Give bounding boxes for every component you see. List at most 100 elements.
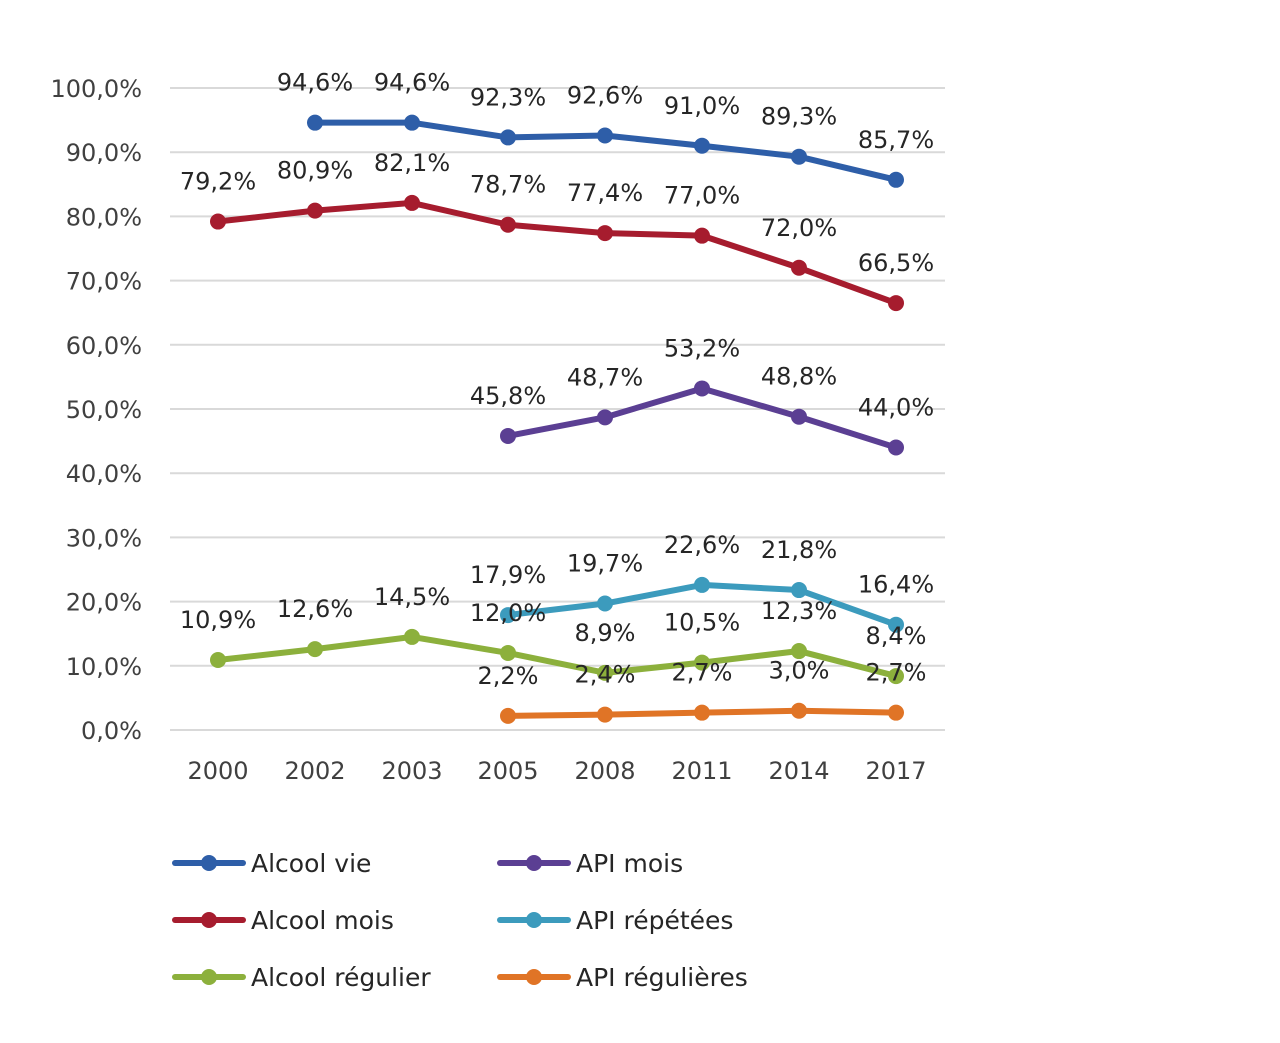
y-tick-label: 90,0% bbox=[66, 139, 142, 167]
data-label: 72,0% bbox=[761, 214, 837, 242]
legend-marker bbox=[201, 969, 217, 985]
data-label: 3,0% bbox=[769, 657, 830, 685]
data-label: 79,2% bbox=[180, 168, 256, 196]
data-point bbox=[500, 129, 516, 146]
series-4 bbox=[500, 576, 904, 633]
y-tick-label: 60,0% bbox=[66, 332, 142, 360]
data-label: 53,2% bbox=[664, 334, 740, 362]
data-point bbox=[888, 295, 904, 312]
y-tick-label: 70,0% bbox=[66, 268, 142, 296]
legend-item: API régulières bbox=[497, 963, 748, 992]
data-label: 2,7% bbox=[672, 659, 733, 687]
legend-label: Alcool vie bbox=[251, 849, 371, 878]
data-point bbox=[888, 704, 904, 721]
data-label: 77,4% bbox=[567, 179, 643, 207]
data-label: 78,7% bbox=[470, 171, 546, 199]
data-label: 45,8% bbox=[470, 382, 546, 410]
data-point bbox=[500, 644, 516, 661]
data-label: 91,0% bbox=[664, 92, 740, 120]
y-tick-label: 0,0% bbox=[81, 717, 142, 745]
y-tick-label: 100,0% bbox=[50, 75, 142, 103]
x-tick-label: 2008 bbox=[574, 757, 635, 785]
legend-item: API répétées bbox=[497, 906, 733, 935]
data-label: 10,9% bbox=[180, 606, 256, 634]
x-tick-label: 2011 bbox=[671, 757, 732, 785]
data-label: 8,4% bbox=[866, 622, 927, 650]
data-label: 19,7% bbox=[567, 550, 643, 578]
data-label: 12,3% bbox=[761, 597, 837, 625]
y-tick-label: 80,0% bbox=[66, 203, 142, 231]
data-label: 10,5% bbox=[664, 609, 740, 637]
legend-label: API mois bbox=[576, 849, 683, 878]
data-point bbox=[307, 202, 323, 219]
data-point bbox=[694, 654, 710, 671]
data-label: 17,9% bbox=[470, 561, 546, 589]
x-tick-label: 2002 bbox=[284, 757, 345, 785]
data-label: 92,3% bbox=[470, 83, 546, 111]
series-line bbox=[505, 385, 899, 451]
y-tick-label: 20,0% bbox=[66, 589, 142, 617]
data-point bbox=[791, 582, 807, 599]
x-tick-label: 2014 bbox=[768, 757, 829, 785]
series-3 bbox=[500, 380, 904, 456]
data-label: 94,6% bbox=[277, 69, 353, 97]
y-tick-label: 50,0% bbox=[66, 396, 142, 424]
data-label: 80,9% bbox=[277, 157, 353, 185]
legend-marker bbox=[526, 912, 542, 928]
data-point bbox=[500, 216, 516, 233]
data-point bbox=[694, 576, 710, 593]
series-1 bbox=[210, 194, 904, 312]
data-point bbox=[597, 409, 613, 426]
data-point bbox=[597, 225, 613, 242]
data-point bbox=[694, 227, 710, 244]
legend-item: Alcool régulier bbox=[172, 963, 431, 992]
data-point bbox=[404, 628, 420, 645]
data-point bbox=[500, 607, 516, 624]
x-tick-label: 2000 bbox=[187, 757, 248, 785]
data-label: 12,0% bbox=[470, 599, 546, 627]
legend-marker bbox=[201, 855, 217, 871]
data-point bbox=[888, 439, 904, 456]
data-point bbox=[597, 664, 613, 681]
data-point bbox=[791, 259, 807, 276]
series-line bbox=[215, 633, 899, 680]
x-tick-label: 2003 bbox=[381, 757, 442, 785]
data-point bbox=[404, 114, 420, 131]
data-point bbox=[210, 213, 226, 230]
data-point bbox=[888, 616, 904, 633]
data-label: 48,7% bbox=[567, 363, 643, 391]
data-point bbox=[791, 702, 807, 719]
data-point bbox=[791, 643, 807, 660]
x-tick-label: 2017 bbox=[865, 757, 926, 785]
data-point bbox=[597, 127, 613, 144]
data-label: 94,6% bbox=[374, 69, 450, 97]
data-label: 44,0% bbox=[858, 394, 934, 422]
data-label: 85,7% bbox=[858, 126, 934, 154]
legend-marker bbox=[526, 969, 542, 985]
data-point bbox=[791, 408, 807, 425]
data-label: 21,8% bbox=[761, 536, 837, 564]
legend-marker bbox=[201, 912, 217, 928]
data-label: 14,5% bbox=[374, 583, 450, 611]
data-point bbox=[307, 641, 323, 658]
data-label: 2,2% bbox=[478, 662, 539, 690]
x-tick-label: 2005 bbox=[477, 757, 538, 785]
legend-label: API répétées bbox=[576, 906, 733, 935]
legend-item: Alcool vie bbox=[172, 849, 371, 878]
data-point bbox=[500, 427, 516, 444]
data-point bbox=[597, 595, 613, 612]
gridlines bbox=[170, 87, 945, 731]
series-line bbox=[215, 199, 899, 307]
data-label: 82,1% bbox=[374, 149, 450, 177]
data-label: 2,4% bbox=[575, 661, 636, 689]
data-point bbox=[694, 704, 710, 721]
y-tick-label: 10,0% bbox=[66, 653, 142, 681]
series-5 bbox=[500, 702, 904, 724]
data-label: 16,4% bbox=[858, 571, 934, 599]
legend-label: API régulières bbox=[576, 963, 748, 992]
data-point bbox=[791, 148, 807, 165]
data-label: 48,8% bbox=[761, 363, 837, 391]
legend-label: Alcool régulier bbox=[251, 963, 431, 992]
data-label: 12,6% bbox=[277, 595, 353, 623]
